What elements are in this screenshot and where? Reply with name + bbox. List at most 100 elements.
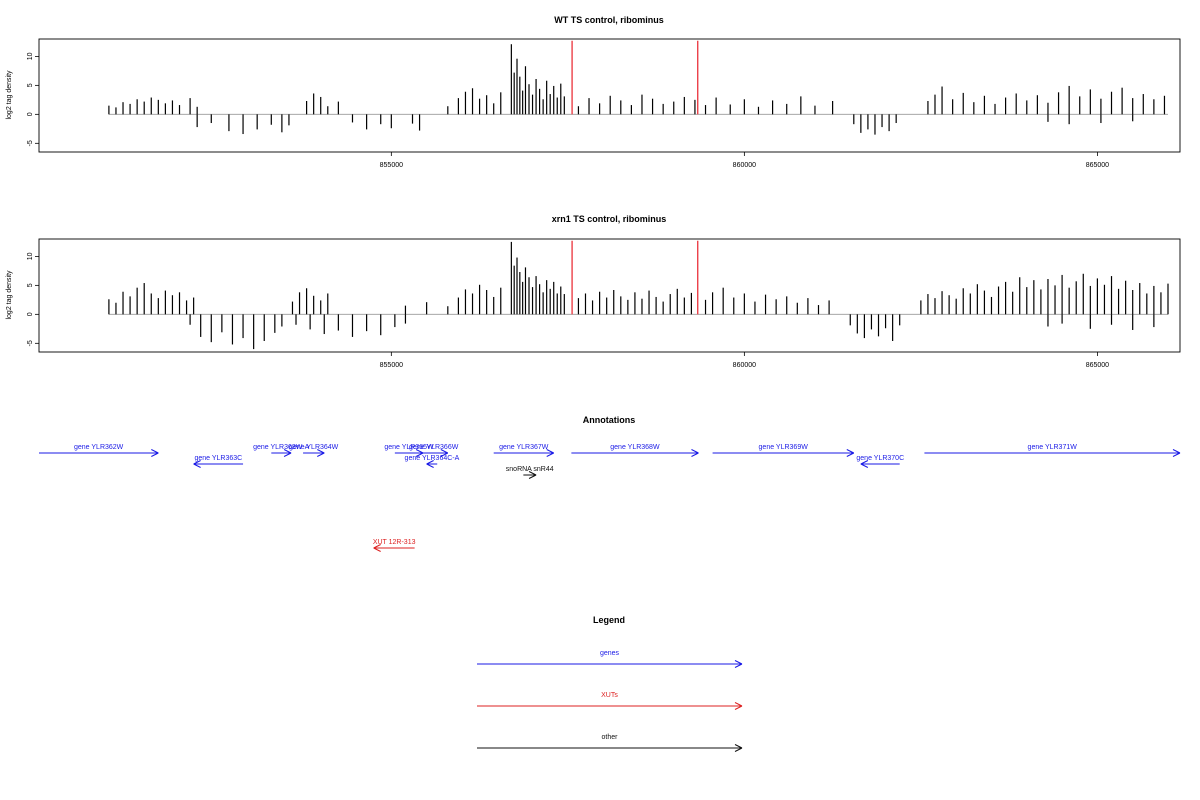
annotation-label: gene YLR368W [610,444,660,451]
xrn1-y-tick-label: 5 [27,283,34,287]
xrn1-y-axis: -5 0 5 10 [27,252,39,346]
xrn1-bars [108,241,1169,350]
wt-x-tick-label: 860000 [733,162,756,169]
xrn1-plot-frame [38,238,1181,353]
legend-label: other [602,734,619,741]
xrn1-x-tick-label: 855000 [380,362,403,369]
feature-arrowhead [317,449,325,454]
annotations-title: Annotations [583,415,636,425]
legend-label: XUTs [601,692,618,699]
feature-arrowhead [415,452,424,457]
annotation-label: gene YLR362W [74,444,124,451]
legend-arrowhead [734,663,743,668]
xrn1-x-tick-label: 865000 [1086,362,1109,369]
legend-arrowhead [734,660,743,665]
legend-arrowhead [734,744,743,749]
wt-y-tick-label: 0 [27,112,34,116]
xrn1-panel: xrn1 TS control, ribominus log2 tag dens… [6,214,1181,369]
wt-y-axis: -5 0 5 10 [27,52,39,146]
annotation-feature: gene YLR364W [289,444,339,457]
wt-y-tick-label: 5 [27,83,34,87]
wt-x-tick-label: 865000 [1086,162,1109,169]
feature-arrowhead [317,452,325,457]
annotation-feature: gene YLR366W [409,444,459,457]
feature-arrowhead [846,452,855,457]
wt-bars [108,44,1166,135]
annotation-label: gene YLR365W [384,444,434,451]
feature-arrowhead [528,474,537,479]
annotation-label: gene YLR366W [409,444,459,451]
feature-arrowhead [283,449,292,454]
feature-arrowhead [151,452,159,457]
wt-x-axis: 855000 860000 865000 [380,152,1109,169]
feature-arrowhead [546,452,554,457]
wt-y-axis-label: log2 tag density [6,70,13,120]
xrn1-highlight-lines [571,240,699,315]
legend-item-xut: XUTs [477,692,743,710]
annotation-label: gene YLR370C [856,455,904,462]
feature-arrowhead [691,449,699,454]
annotation-feature: gene YLR370C [856,455,904,468]
annotation-label: gene YLR367W [499,444,549,451]
xrn1-y-tick-label: 0 [27,312,34,316]
wt-panel: WT TS control, ribominus log2 tag densit… [6,15,1181,169]
feature-arrowhead [151,449,159,454]
xrn1-panel-title: xrn1 TS control, ribominus [552,214,667,224]
legend-label: genes [600,650,620,657]
annotation-label: gene YLR364C-A [405,455,460,462]
feature-arrowhead [1172,449,1181,454]
annotation-feature: gene YLR368W [571,444,699,457]
feature-arrowhead [193,463,201,468]
xrn1-y-axis-label: log2 tag density [6,270,13,320]
annotation-label: XUT 12R-313 [373,539,416,546]
legend-panel: Legend genes XUTs other [477,615,743,752]
legend-title: Legend [593,615,625,625]
feature-arrowhead [691,452,699,457]
annotation-label: gene YLR369W [759,444,809,451]
feature-arrowhead [193,460,201,465]
xrn1-x-axis: 855000 860000 865000 [380,352,1109,369]
annotation-feature: gene YLR363C [193,455,244,468]
legend-arrowhead [734,747,743,752]
wt-y-tick-label: 10 [27,52,34,60]
annotation-feature: gene YLR369W [712,444,855,457]
xrn1-y-tick-label: -5 [27,340,34,346]
annotation-feature: gene YLR364C-A [405,455,460,468]
legend-item-other: other [477,734,743,752]
annotation-feature: snoRNA snR44 [506,466,554,479]
legend-item-gene: genes [477,650,743,668]
wt-panel-title: WT TS control, ribominus [554,15,664,25]
feature-arrowhead [426,463,434,468]
annotation-label: gene YLR364W [289,444,339,451]
annotation-feature: gene YLR365W [384,444,434,457]
feature-arrowhead [283,452,292,457]
feature-arrowhead [1172,452,1181,457]
feature-arrowhead [860,460,869,465]
annotation-label: gene YLR363C [194,455,242,462]
feature-arrowhead [860,463,869,468]
annotation-feature: XUT 12R-313 [373,539,416,552]
xrn1-y-tick-label: 10 [27,252,34,260]
feature-arrowhead [846,449,855,454]
annotations-panel: Annotations gene YLR362W gene YLR363C gene… [39,415,1181,552]
annotation-label: gene YLR371W [1028,444,1078,451]
xrn1-x-tick-label: 860000 [733,362,756,369]
feature-arrowhead [373,544,381,549]
feature-arrowhead [440,449,449,454]
legend-items: genes XUTs other [477,650,743,752]
feature-arrowhead [426,460,434,465]
legend-arrowhead [734,705,743,710]
annotation-feature: gene YLR371W [924,444,1181,457]
wt-x-tick-label: 855000 [380,162,403,169]
annotation-feature: gene YLR362W [39,444,159,457]
feature-arrowhead [546,449,554,454]
annotation-label: snoRNA snR44 [506,466,554,473]
legend-arrowhead [734,702,743,707]
feature-arrowhead [415,449,424,454]
wt-highlight-lines [571,40,699,115]
feature-arrowhead [528,471,537,476]
feature-arrowhead [373,547,381,552]
annotation-feature: gene YLR367W [493,444,554,457]
